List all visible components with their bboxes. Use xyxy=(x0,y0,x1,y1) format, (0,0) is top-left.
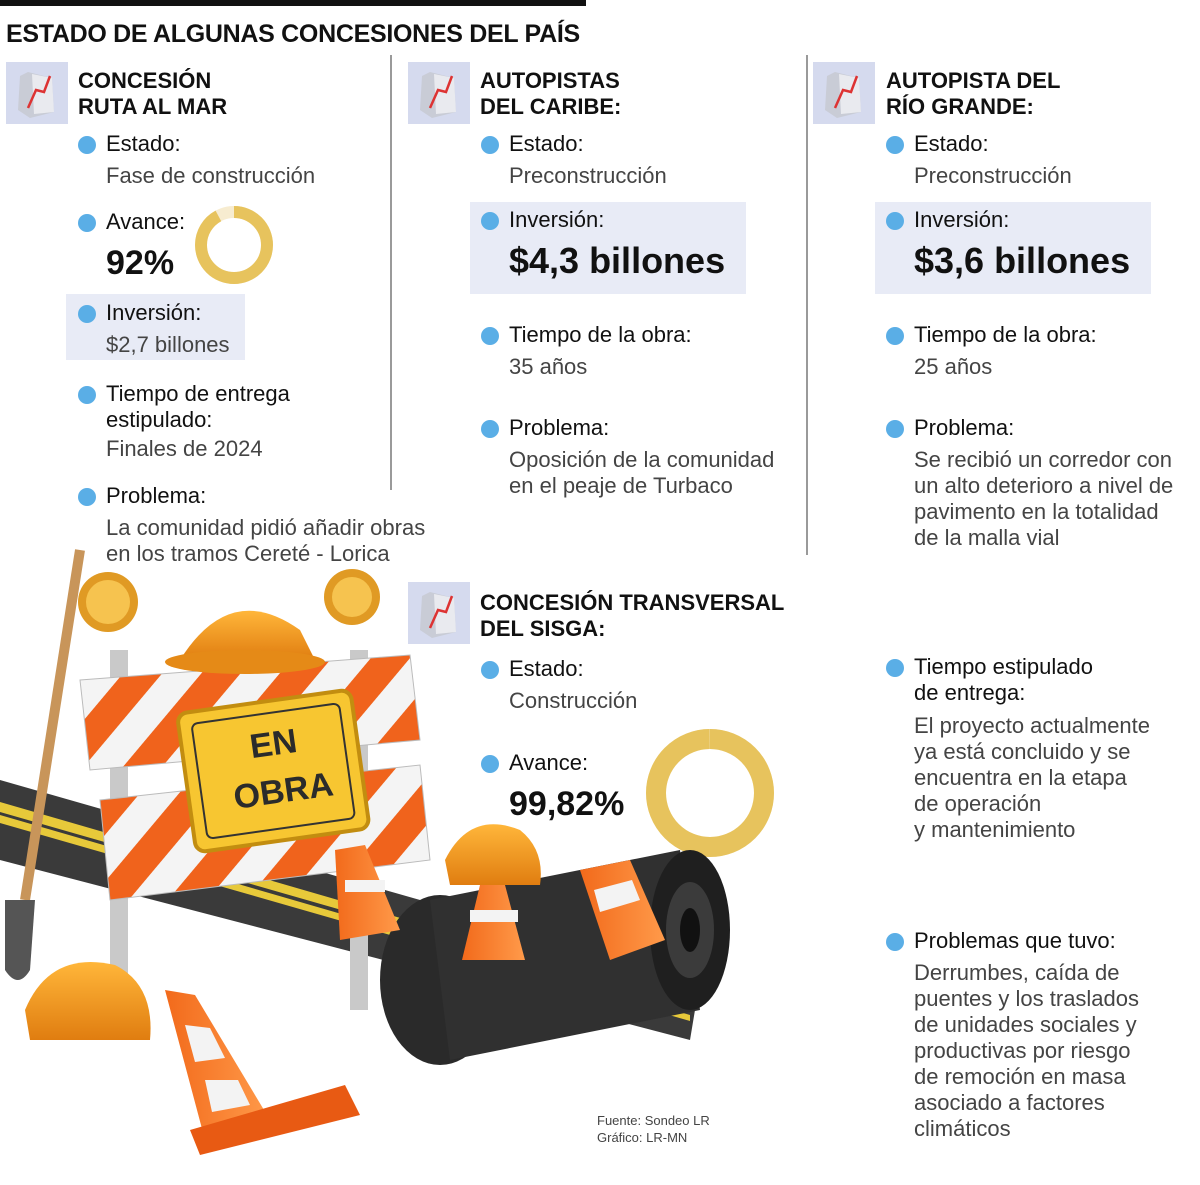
inversion-highlight xyxy=(470,202,746,294)
problemas-text: de remoción en masa xyxy=(914,1064,1126,1089)
inversion-label: Inversión: xyxy=(106,300,202,325)
bullet-dot-icon xyxy=(78,305,96,323)
tiempo-value: 25 años xyxy=(914,354,993,379)
bullet-dot-icon xyxy=(78,214,96,232)
sign-text: EN xyxy=(247,722,299,766)
card-title: CONCESIÓN xyxy=(78,68,212,93)
problema-text: de la malla vial xyxy=(914,525,1060,550)
estado-label: Estado: xyxy=(914,131,989,156)
inversion-value: $3,6 billones xyxy=(914,240,1131,281)
estado-value: Fase de construcción xyxy=(106,163,316,188)
inversion-value: $2,7 billones xyxy=(106,332,230,357)
bullet-dot-icon xyxy=(481,755,499,773)
entrega-label: Tiempo de entrega xyxy=(106,381,290,406)
entrega-label: Tiempo estipulado xyxy=(914,654,1093,679)
bullet-dot-icon xyxy=(886,933,904,951)
card-title: DEL CARIBE: xyxy=(480,94,622,119)
avance-donut xyxy=(195,206,273,284)
problema-text: en el peaje de Turbaco xyxy=(509,473,733,498)
inversion-label: Inversión: xyxy=(914,207,1010,232)
estado-label: Estado: xyxy=(509,131,584,156)
donut-fill xyxy=(195,206,273,284)
problemas-text: asociado a factores xyxy=(914,1090,1105,1115)
card-title: CONCESIÓN TRANSVERSAL xyxy=(480,590,785,615)
line-chart-icon xyxy=(813,62,875,124)
source-text: Fuente: Sondeo LR xyxy=(597,1113,710,1128)
bullet-dot-icon xyxy=(886,659,904,677)
problema-text: en los tramos Cereté - Lorica xyxy=(106,541,390,566)
bullet-dot-icon xyxy=(886,212,904,230)
entrega-value: Finales de 2024 xyxy=(106,436,263,461)
problema-text: La comunidad pidió añadir obras xyxy=(106,515,426,540)
inversion-highlight xyxy=(875,202,1151,294)
avance-value: 99,82% xyxy=(509,785,625,823)
estado-value: Construcción xyxy=(509,688,638,713)
problemas-text: climáticos xyxy=(914,1116,1011,1141)
inversion-label: Inversión: xyxy=(509,207,605,232)
estado-label: Estado: xyxy=(106,131,181,156)
problema-text: Se recibió un corredor con xyxy=(914,447,1173,472)
donut-fill xyxy=(646,729,774,857)
card-title: AUTOPISTAS xyxy=(480,68,620,93)
avance-label: Avance: xyxy=(106,209,186,234)
problema-label: Problema: xyxy=(914,415,1015,440)
line-chart-icon xyxy=(408,582,470,644)
card-title: RÍO GRANDE: xyxy=(886,94,1034,119)
problema-label: Problema: xyxy=(106,483,207,508)
avance-label: Avance: xyxy=(509,750,589,775)
graphic-credit: Gráfico: LR-MN xyxy=(597,1130,688,1145)
bullet-dot-icon xyxy=(886,136,904,154)
bullet-dot-icon xyxy=(481,327,499,345)
line-chart-icon xyxy=(408,62,470,124)
entrega-label: de entrega: xyxy=(914,680,1026,705)
bullet-dot-icon xyxy=(78,386,96,404)
entrega-text: ya está concluido y se xyxy=(914,739,1131,764)
bullet-dot-icon xyxy=(78,136,96,154)
line-chart-icon xyxy=(6,62,68,124)
problemas-text: de unidades sociales y xyxy=(914,1012,1137,1037)
problemas-label: Problemas que tuvo: xyxy=(914,928,1116,953)
page-title: ESTADO DE ALGUNAS CONCESIONES DEL PAÍS xyxy=(6,20,580,48)
problemas-text: puentes y los traslados xyxy=(914,986,1140,1011)
avance-value: 92% xyxy=(106,244,175,282)
problemas-text: Derrumbes, caída de xyxy=(914,960,1120,985)
tiempo-value: 35 años xyxy=(509,354,588,379)
top-rule xyxy=(0,0,586,6)
bullet-dot-icon xyxy=(78,488,96,506)
avance-donut xyxy=(646,729,774,857)
entrega-text: El proyecto actualmente xyxy=(914,713,1151,738)
problemas-text: productivas por riesgo xyxy=(914,1038,1131,1063)
problema-text: un alto deterioro a nivel de xyxy=(914,473,1174,498)
problema-text: pavimento en la totalidad xyxy=(914,499,1159,524)
bullet-dot-icon xyxy=(481,661,499,679)
card-title: DEL SISGA: xyxy=(480,616,606,641)
divider-1 xyxy=(390,55,392,490)
construction-illustration: EN OBRA xyxy=(0,549,730,1155)
estado-label: Estado: xyxy=(509,656,584,681)
card-title: RUTA AL MAR xyxy=(78,94,228,119)
entrega-text: de operación xyxy=(914,791,1042,816)
entrega-label: estipulado: xyxy=(106,407,213,432)
bullet-dot-icon xyxy=(886,420,904,438)
bullet-dot-icon xyxy=(481,212,499,230)
card-title: AUTOPISTA DEL xyxy=(886,68,1061,93)
tiempo-label: Tiempo de la obra: xyxy=(914,322,1097,347)
estado-value: Preconstrucción xyxy=(509,163,667,188)
divider-2 xyxy=(806,55,808,555)
problema-label: Problema: xyxy=(509,415,610,440)
bullet-dot-icon xyxy=(886,327,904,345)
problema-text: Oposición de la comunidad xyxy=(509,447,775,472)
inversion-highlight xyxy=(66,294,245,360)
inversion-value: $4,3 billones xyxy=(509,240,726,281)
entrega-text: encuentra en la etapa xyxy=(914,765,1127,790)
tiempo-label: Tiempo de la obra: xyxy=(509,322,692,347)
estado-value: Preconstrucción xyxy=(914,163,1072,188)
entrega-text: y mantenimiento xyxy=(914,817,1076,842)
bullet-dot-icon xyxy=(481,136,499,154)
bullet-dot-icon xyxy=(481,420,499,438)
